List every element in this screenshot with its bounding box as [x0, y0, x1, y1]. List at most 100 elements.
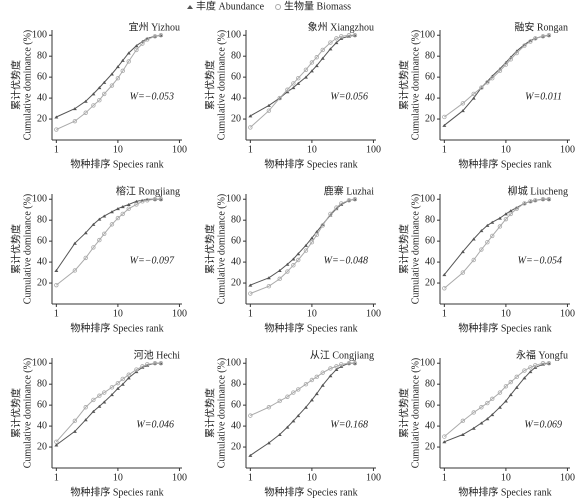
x-tick-label: 1: [54, 144, 59, 155]
marker: [503, 384, 509, 389]
marker: [285, 262, 290, 266]
marker: [528, 39, 533, 44]
series-line: [56, 362, 161, 446]
marker: [471, 96, 476, 100]
marker: [115, 65, 120, 69]
marker: [248, 291, 253, 296]
marker: [320, 222, 325, 226]
y-axis-label: 累计优势度: [203, 388, 216, 438]
marker: [508, 379, 513, 385]
marker: [102, 400, 107, 404]
y-tick-label: 40: [425, 420, 435, 431]
marker: [277, 276, 282, 282]
marker: [522, 43, 527, 48]
x-tick-label: 10: [307, 472, 317, 483]
marker: [346, 33, 352, 38]
marker: [140, 199, 145, 204]
x-axis-label: 物种排序 Species rank: [264, 157, 357, 170]
x-tick-label: 10: [113, 308, 123, 319]
marker: [91, 222, 96, 226]
marker: [460, 109, 465, 113]
marker: [126, 372, 131, 377]
y-tick-label: 100: [226, 30, 241, 41]
marker: [442, 286, 447, 291]
y-tick-label: 40: [425, 256, 435, 267]
marker: [546, 361, 551, 365]
marker: [334, 205, 339, 210]
y-tick-label: 40: [231, 420, 241, 431]
y-axis-label: 累计优势度: [9, 224, 22, 274]
marker: [514, 50, 519, 56]
marker: [442, 440, 447, 444]
marker: [266, 283, 272, 289]
marker: [120, 68, 125, 74]
y-tick-label: 20: [425, 113, 435, 124]
x-axis-label: 物种排序 Species rank: [70, 485, 163, 498]
marker: [54, 282, 59, 288]
marker: [91, 92, 96, 96]
annotation: W=0.069: [524, 419, 562, 430]
marker: [320, 223, 325, 228]
series-line: [250, 362, 355, 417]
marker: [97, 217, 102, 221]
marker: [115, 215, 121, 221]
marker: [490, 396, 495, 402]
marker: [134, 367, 139, 372]
marker: [479, 229, 484, 233]
x-tick-label: 100: [560, 308, 575, 319]
marker: [490, 413, 495, 417]
panel-title: 宜州 Yizhou: [129, 20, 180, 33]
marker: [352, 361, 357, 365]
y-tick-label: 60: [231, 399, 241, 410]
marker: [140, 364, 145, 369]
y-tick-label: 20: [231, 441, 241, 452]
marker: [126, 51, 131, 55]
y-tick-label: 20: [231, 113, 241, 124]
marker: [83, 255, 88, 261]
marker: [442, 123, 447, 127]
marker: [328, 374, 333, 378]
marker: [277, 95, 282, 101]
marker: [145, 37, 150, 42]
y-tick-label: 100: [32, 30, 47, 41]
marker: [546, 197, 552, 202]
series-line: [249, 34, 355, 128]
marker: [83, 99, 88, 103]
marker: [126, 59, 131, 64]
y-tick-label: 100: [32, 194, 47, 205]
marker: [303, 67, 309, 73]
marker: [503, 212, 508, 216]
marker: [471, 91, 476, 97]
marker: [91, 245, 96, 250]
marker: [158, 197, 164, 202]
marker: [479, 421, 484, 425]
marker: [266, 103, 271, 107]
series-line: [55, 198, 161, 286]
marker: [266, 441, 271, 445]
marker: [490, 220, 495, 224]
y-tick-label: 80: [37, 214, 47, 225]
marker: [134, 202, 139, 207]
marker: [109, 393, 114, 397]
x-tick-label: 100: [366, 308, 381, 319]
marker: [352, 33, 358, 38]
y-tick-label: 60: [231, 235, 241, 246]
marker: [522, 201, 527, 206]
marker: [285, 425, 290, 429]
y-axis-label: Cumulative dominance (%): [22, 30, 33, 141]
y-tick-label: 20: [425, 277, 435, 288]
series-line: [250, 198, 355, 286]
marker: [508, 209, 513, 213]
marker: [314, 374, 319, 380]
y-tick-label: 80: [425, 378, 435, 389]
marker: [266, 108, 272, 113]
y-axis-label: Cumulative dominance (%): [22, 358, 33, 469]
panel-title: 鹿寨 Luzhai: [324, 184, 374, 197]
y-tick-label: 40: [425, 92, 435, 103]
marker: [460, 250, 465, 254]
marker: [158, 33, 164, 38]
marker: [334, 368, 339, 372]
marker: [102, 80, 107, 84]
y-tick-label: 100: [420, 30, 435, 41]
marker: [72, 268, 78, 273]
